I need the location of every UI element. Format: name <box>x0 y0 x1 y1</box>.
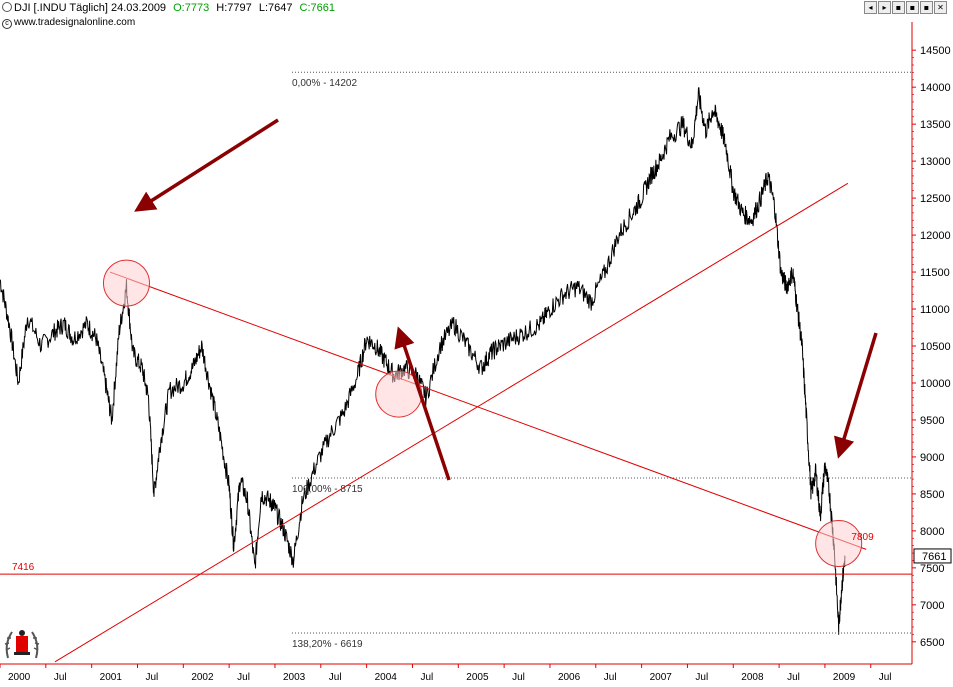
y-tick-label: 8500 <box>920 489 944 501</box>
chart-toolbar: ◂ ▸ ▪ ▪ ▪ ✕ <box>864 1 947 14</box>
y-tick-label: 10500 <box>920 341 951 353</box>
x-tick-label: 2005 <box>466 672 489 683</box>
x-tick-label: 2008 <box>741 672 764 683</box>
annotation-arrow <box>394 326 451 481</box>
x-tick-label: Jul <box>145 672 158 683</box>
scroll-right-button[interactable]: ▸ <box>878 1 891 14</box>
close-value: C:7661 <box>299 2 336 14</box>
fib-label: 100,00% - 8715 <box>292 484 363 495</box>
x-tick-label: Jul <box>512 672 525 683</box>
x-tick-label: 2004 <box>375 672 398 683</box>
y-tick-label: 8000 <box>920 526 944 538</box>
chart-header: DJI [.INDU Täglich] 24.03.2009 O:7773 H:… <box>0 0 953 30</box>
symbol-line: DJI [.INDU Täglich] 24.03.2009 O:7773 H:… <box>2 2 335 14</box>
x-tick-label: 2000 <box>8 672 31 683</box>
highlight-circle <box>102 259 150 307</box>
y-tick-label: 9500 <box>920 415 944 427</box>
x-tick-label: Jul <box>787 672 800 683</box>
y-tick-label: 10000 <box>920 378 951 390</box>
y-tick-label: 7000 <box>920 600 944 612</box>
y-tick-label: 14000 <box>920 82 951 94</box>
last-price-label: 7661 <box>922 551 946 563</box>
symbol-name: DJI [.INDU Täglich] <box>14 2 108 14</box>
x-tick-label: Jul <box>604 672 617 683</box>
fib-label: 138,20% - 6619 <box>292 639 363 650</box>
header-date: 24.03.2009 <box>111 2 167 14</box>
high-value: H:7797 <box>216 2 252 14</box>
price-line <box>0 87 846 635</box>
y-tick-label: 11000 <box>920 304 950 316</box>
close-chart-button[interactable]: ✕ <box>934 1 947 14</box>
y-tick-label: 6500 <box>920 637 944 649</box>
y-tick-label: 14500 <box>920 45 951 57</box>
x-tick-label: 2002 <box>191 672 214 683</box>
highlight-circle <box>815 519 863 567</box>
fib-label: 0,00% - 14202 <box>292 78 357 89</box>
x-tick-label: 2003 <box>283 672 306 683</box>
open-value: O:7773 <box>173 2 210 14</box>
x-tick-label: Jul <box>329 672 342 683</box>
y-tick-label: 9000 <box>920 452 944 464</box>
x-tick-label: Jul <box>54 672 67 683</box>
annotation-label: 7809 <box>851 532 874 543</box>
symbol-icon <box>2 2 12 12</box>
x-tick-label: Jul <box>237 672 250 683</box>
copyright-line: c www.tradesignalonline.com <box>2 17 135 29</box>
toolbar-button-1[interactable]: ▪ <box>892 1 905 14</box>
trendline <box>109 271 867 550</box>
x-tick-label: 2006 <box>558 672 581 683</box>
toolbar-button-2[interactable]: ▪ <box>906 1 919 14</box>
y-tick-label: 13500 <box>920 119 951 131</box>
x-tick-label: Jul <box>695 672 708 683</box>
y-tick-label: 13000 <box>920 156 951 168</box>
x-tick-label: 2001 <box>100 672 123 683</box>
copyright-icon: c <box>2 19 12 29</box>
trendline <box>54 182 849 663</box>
y-tick-label: 7500 <box>920 563 944 575</box>
last-price-box <box>913 548 952 564</box>
scroll-left-button[interactable]: ◂ <box>864 1 877 14</box>
x-tick-label: Jul <box>879 672 892 683</box>
y-tick-label: 12000 <box>920 230 951 242</box>
annotation-arrow <box>134 118 279 212</box>
x-tick-label: Jul <box>420 672 433 683</box>
y-tick-label: 11500 <box>920 267 950 279</box>
x-tick-label: 2009 <box>833 672 856 683</box>
support-label: 7416 <box>12 562 35 573</box>
x-tick-label: 2007 <box>650 672 673 683</box>
logo-icon <box>4 630 40 659</box>
toolbar-button-3[interactable]: ▪ <box>920 1 933 14</box>
y-tick-label: 12500 <box>920 193 951 205</box>
copyright-text: www.tradesignalonline.com <box>14 17 136 28</box>
annotation-arrow <box>834 332 878 459</box>
low-value: L:7647 <box>258 2 293 14</box>
